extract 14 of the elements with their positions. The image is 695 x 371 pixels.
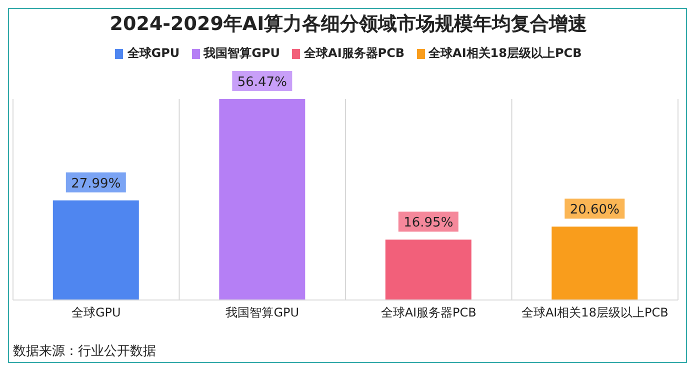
source-note: 数据来源：行业公开数据 [13, 343, 156, 360]
data-label: 20.60% [570, 202, 620, 218]
x-tick-label: 全球GPU [71, 306, 121, 320]
legend-label: 全球GPU [126, 45, 180, 62]
x-tick-label: 全球AI服务器PCB [380, 306, 476, 320]
legend-label: 全球AI服务器PCB [303, 45, 405, 62]
legend-label: 我国智算GPU [202, 45, 280, 62]
data-label: 27.99% [71, 176, 121, 192]
chart-title: 2024-2029年AI算力各细分领域市场规模年均复合增速 [108, 12, 588, 37]
x-tick-label: 全球AI相关18层级以上PCB [521, 306, 668, 320]
legend-label: 全球AI相关18层级以上PCB [428, 45, 582, 62]
x-tick-label: 我国智算GPU [226, 306, 300, 320]
data-label: 56.47% [237, 75, 287, 90]
data-label: 16.95% [404, 216, 454, 231]
